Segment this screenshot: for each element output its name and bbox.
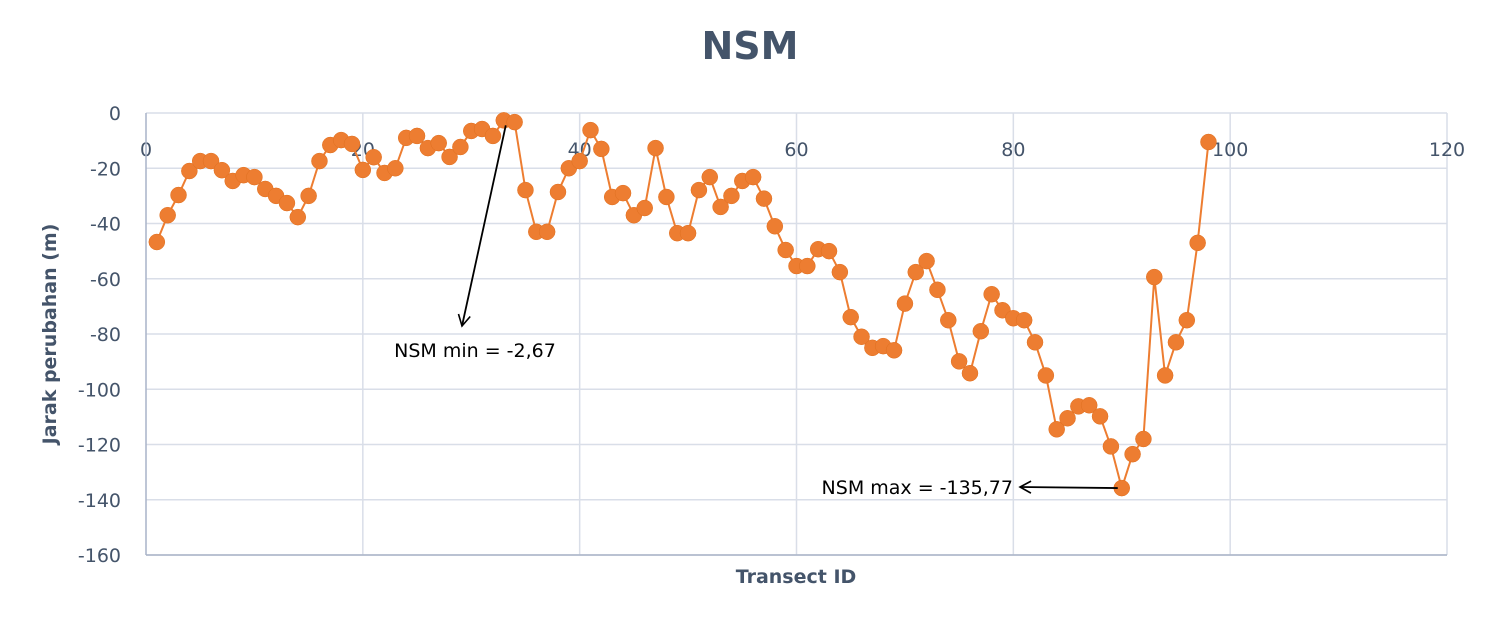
data-point (148, 233, 166, 251)
data-point (744, 168, 762, 186)
x-tick-label: 120 (1429, 139, 1465, 161)
data-point (181, 162, 198, 180)
y-tick-label: -160 (78, 545, 121, 567)
data-point (1015, 311, 1033, 329)
data-point (202, 152, 220, 170)
data-point (430, 134, 447, 152)
data-point (1200, 133, 1217, 151)
data-point (1178, 311, 1196, 329)
data-point (246, 168, 263, 186)
data-point (1091, 408, 1109, 425)
data-point (1156, 367, 1174, 384)
max-label: NSM max = -135,77 (822, 477, 1013, 499)
y-axis-label: Jarak perubahan (m) (39, 224, 61, 447)
data-point (853, 328, 870, 346)
data-point (658, 188, 675, 206)
data-point (983, 285, 1000, 303)
data-point (614, 184, 632, 202)
data-point (571, 152, 588, 170)
chart-title: NSM (701, 24, 799, 68)
data-point (1146, 268, 1163, 286)
data-point (343, 135, 361, 153)
y-tick-label: -60 (90, 269, 121, 291)
data-point (712, 198, 729, 216)
data-point (1167, 334, 1185, 351)
data-point (1189, 234, 1206, 252)
data-point (636, 199, 653, 217)
max-arrow (1018, 480, 1118, 494)
data-point (387, 160, 404, 177)
data-point (408, 127, 426, 145)
data-point (755, 190, 773, 207)
data-point (289, 208, 307, 226)
gridlines (146, 112, 1448, 556)
data-point (929, 281, 946, 299)
data-point (723, 187, 740, 205)
data-point (831, 263, 849, 281)
y-tick-label: -40 (90, 214, 121, 236)
min-arrow (457, 125, 507, 328)
data-point (506, 113, 523, 131)
data-point (820, 242, 838, 260)
data-point (1048, 421, 1065, 438)
data-point (690, 181, 708, 199)
data-point (517, 181, 534, 199)
data-point (1102, 438, 1120, 455)
x-axis-label: Transect ID (736, 566, 857, 588)
data-point (842, 308, 859, 326)
data-point (1124, 445, 1141, 463)
data-point (647, 139, 664, 157)
data-point (896, 295, 914, 312)
data-point (213, 161, 231, 179)
data-point (311, 152, 328, 170)
nsm-series (148, 112, 1217, 497)
data-point (1135, 430, 1152, 448)
data-point (278, 194, 296, 212)
data-point (354, 161, 372, 179)
data-point (1037, 367, 1055, 384)
data-point (885, 342, 903, 359)
data-point (300, 187, 317, 205)
y-tick-label: -140 (78, 490, 121, 512)
y-tick-label: -100 (78, 379, 121, 401)
data-point (452, 138, 469, 156)
x-tick-label: 60 (784, 139, 808, 161)
data-point (777, 241, 794, 259)
x-tick-label: 100 (1212, 139, 1248, 161)
data-point (484, 127, 502, 145)
data-point (907, 263, 925, 281)
data-point (961, 364, 979, 382)
y-tick-label: 0 (109, 103, 121, 125)
data-point (918, 252, 935, 270)
data-point (538, 223, 556, 241)
data-point (1080, 397, 1098, 414)
data-point (1059, 410, 1076, 427)
data-point (950, 353, 968, 370)
annotations: NSM min = -2,67 NSM max = -135,77 (394, 125, 1118, 499)
data-point (170, 186, 187, 204)
data-point (799, 257, 816, 275)
data-point (159, 206, 176, 224)
x-tick-label: 80 (1001, 139, 1025, 161)
min-label: NSM min = -2,67 (394, 340, 556, 362)
y-tick-label: -80 (90, 324, 121, 346)
data-point (940, 311, 957, 329)
data-point (766, 218, 784, 235)
data-point (441, 148, 458, 166)
data-point (593, 140, 610, 158)
data-point (365, 148, 382, 166)
y-tick-label: -120 (78, 435, 121, 457)
data-point (972, 322, 990, 340)
data-point (1026, 334, 1044, 351)
data-point (679, 224, 697, 242)
data-point (582, 121, 599, 139)
data-point (549, 183, 567, 201)
data-point (701, 168, 719, 186)
y-tick-label: -20 (90, 158, 121, 180)
